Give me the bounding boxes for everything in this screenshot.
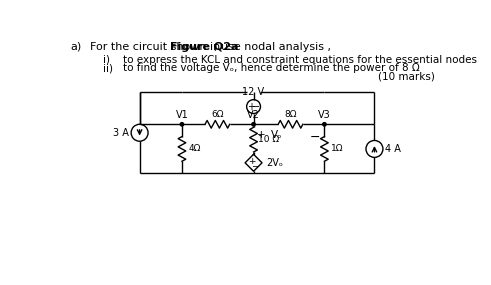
Text: −: −: [310, 131, 321, 143]
Text: (10 marks): (10 marks): [378, 71, 435, 81]
Text: For the circuit shown in: For the circuit shown in: [90, 42, 224, 52]
Text: 6Ω: 6Ω: [211, 110, 223, 119]
Text: 12 V: 12 V: [243, 87, 265, 97]
Text: 10 Ω: 10 Ω: [258, 135, 279, 144]
Text: 8Ω: 8Ω: [284, 110, 297, 119]
Circle shape: [252, 123, 255, 126]
Text: 4 A: 4 A: [385, 144, 401, 154]
Text: ii): ii): [103, 64, 112, 74]
Text: to find the voltage Vₒ, hence determine the power of 8 Ω: to find the voltage Vₒ, hence determine …: [123, 64, 419, 74]
Text: −: −: [250, 161, 258, 170]
Text: 4Ω: 4Ω: [188, 144, 200, 153]
Text: Figure Q2a: Figure Q2a: [169, 42, 238, 52]
Text: 3 A: 3 A: [113, 128, 129, 138]
Text: , use nodal analysis ,: , use nodal analysis ,: [214, 42, 330, 52]
Text: 2Vₒ: 2Vₒ: [266, 158, 283, 168]
Text: +: +: [247, 101, 255, 112]
Circle shape: [323, 123, 326, 126]
Text: i): i): [103, 55, 109, 65]
Text: V2: V2: [247, 110, 260, 120]
Text: +: +: [248, 157, 256, 166]
Text: Vₒ: Vₒ: [271, 131, 282, 141]
Text: +: +: [257, 131, 266, 141]
Text: V1: V1: [176, 110, 189, 120]
Text: 1Ω: 1Ω: [330, 144, 343, 153]
Text: to express the KCL and constraint equations for the essential nodes: to express the KCL and constraint equati…: [123, 55, 477, 65]
Text: V3: V3: [318, 110, 331, 120]
Text: a): a): [70, 42, 82, 52]
Text: −: −: [252, 101, 260, 112]
Circle shape: [180, 123, 184, 126]
